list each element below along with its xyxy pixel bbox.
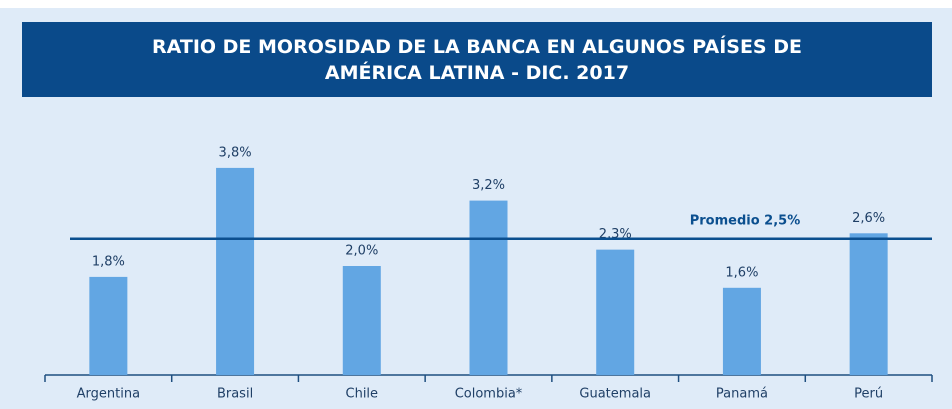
chart-title: RATIO DE MOROSIDAD DE LA BANCA EN ALGUNO… xyxy=(22,22,932,97)
bar xyxy=(849,233,888,375)
bar xyxy=(89,276,128,375)
x-tick-label: Chile xyxy=(346,387,379,402)
x-tick-label: Brasil xyxy=(217,387,253,402)
bar xyxy=(216,167,255,375)
x-tick-label: Colombia* xyxy=(455,387,523,402)
x-tick-label: Perú xyxy=(854,387,883,402)
bar xyxy=(469,200,508,375)
value-label: 2,0% xyxy=(345,244,378,259)
x-tick-label: Guatemala xyxy=(579,387,651,402)
value-label: 3,2% xyxy=(472,178,505,193)
value-label: 3,8% xyxy=(219,145,252,160)
value-label: 1,8% xyxy=(92,254,125,269)
bar xyxy=(342,266,381,375)
value-label: 1,6% xyxy=(725,265,758,280)
average-label: Promedio 2,5% xyxy=(690,213,801,228)
x-tick-label: Argentina xyxy=(77,387,140,402)
x-tick-label: Panamá xyxy=(716,387,768,402)
value-label: 2,6% xyxy=(852,211,885,226)
bar xyxy=(596,249,635,375)
bar xyxy=(722,287,761,375)
